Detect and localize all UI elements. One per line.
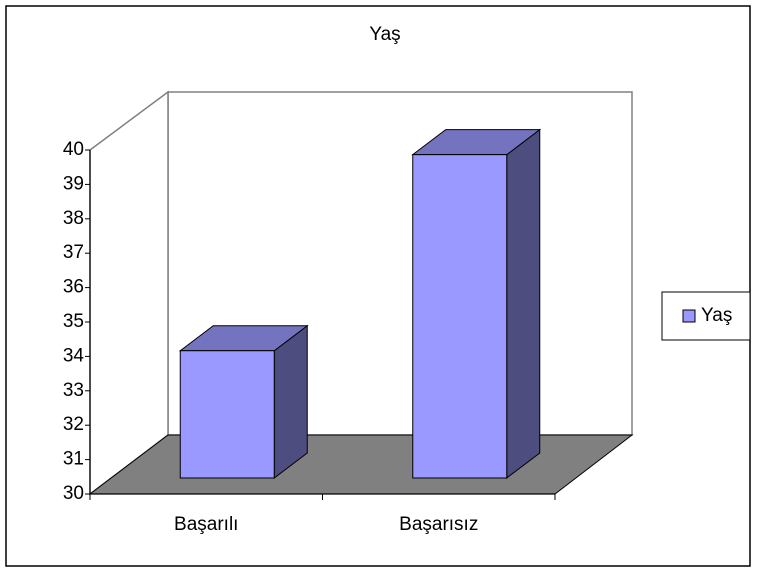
y-tick-label: 30	[63, 483, 84, 504]
y-tick-label: 34	[63, 345, 85, 366]
x-tick-label: Başarısız	[399, 514, 478, 535]
floor	[88, 434, 634, 495]
bar	[179, 350, 275, 479]
bar-side	[273, 324, 308, 480]
bar	[412, 154, 508, 479]
side-wall	[89, 90, 169, 496]
y-tick-label: 33	[63, 380, 84, 401]
y-tick-label: 40	[63, 139, 84, 160]
chart-title: Yaş	[369, 24, 400, 45]
y-tick-label: 36	[63, 277, 84, 298]
y-tick-label: 37	[63, 242, 84, 263]
legend	[661, 291, 751, 341]
x-tick-label: Başarılı	[174, 514, 238, 535]
y-tick-label: 31	[63, 449, 84, 470]
y-tick-label: 35	[63, 311, 84, 332]
legend-swatch	[682, 309, 696, 323]
y-tick-label: 32	[63, 414, 84, 435]
legend-label: Yaş	[701, 305, 732, 326]
y-tick-label: 39	[63, 173, 84, 194]
bar-side	[506, 128, 541, 480]
y-tick-label: 38	[63, 208, 84, 229]
